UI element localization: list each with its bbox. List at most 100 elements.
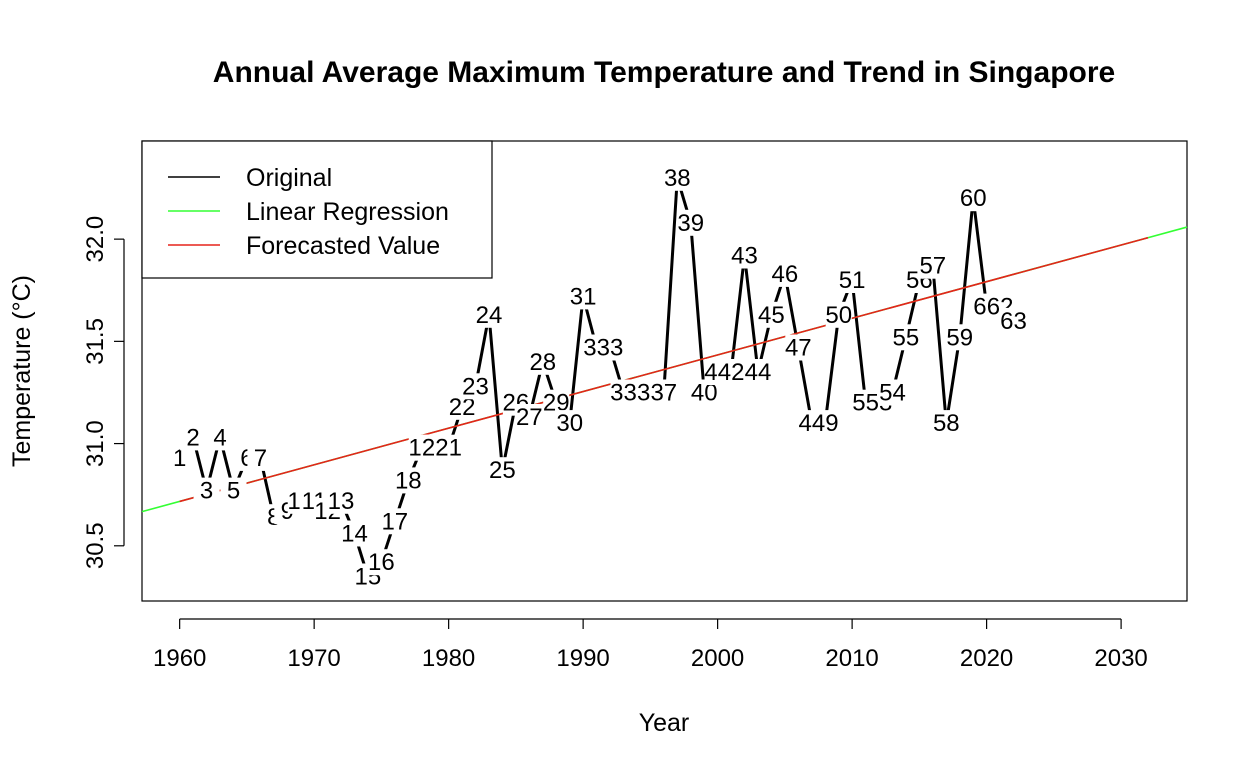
point-label-bg	[745, 359, 771, 385]
y-tick-label: 31.0	[82, 420, 109, 467]
point-label: 39	[677, 210, 704, 237]
point-label-bg	[825, 301, 852, 328]
y-axis: 30.5 31.0 31.5 32.0	[82, 216, 125, 569]
point-label: 7	[254, 445, 267, 472]
point-label: 60	[960, 185, 987, 212]
point-label: 57	[919, 253, 946, 280]
point-label: 49	[812, 410, 839, 437]
point-label-bg	[220, 477, 247, 504]
x-axis-title: Year	[639, 709, 690, 737]
point-label-bg	[341, 520, 368, 547]
point-label-bg	[381, 508, 408, 535]
point-label: 18	[395, 467, 422, 494]
point-label: 45	[758, 302, 785, 329]
point-label: 28	[529, 349, 556, 376]
point-label-bg	[556, 410, 583, 437]
point-label-bg	[247, 444, 274, 471]
point-label-bg	[946, 324, 973, 351]
point-label-bg	[731, 242, 758, 269]
x-tick-label: 2020	[960, 645, 1013, 672]
point-label-bg	[919, 252, 946, 279]
point-label: 1	[173, 445, 186, 472]
point-label-bg	[570, 283, 597, 310]
point-label: 59	[946, 324, 973, 351]
point-label: 4	[213, 424, 226, 451]
point-label-bg	[933, 410, 960, 437]
y-tick-label: 30.5	[82, 522, 109, 569]
point-label: 14	[341, 521, 368, 548]
point-label-bg	[368, 549, 395, 576]
point-label-bg	[193, 477, 220, 504]
point-label-bg	[1000, 307, 1027, 334]
x-tick-label: 1990	[556, 645, 609, 672]
x-tick-label: 2000	[691, 645, 744, 672]
point-label-bg	[207, 424, 233, 451]
x-tick-label: 1970	[287, 645, 340, 672]
point-label-bg	[785, 334, 812, 361]
plot-frame	[141, 140, 1188, 602]
legend: Original Linear Regression Forecasted Va…	[141, 140, 493, 279]
point-label-bg	[476, 301, 502, 328]
series-forecasted-value-line	[179, 236, 1149, 503]
point-label-bg	[597, 334, 623, 361]
point-label-bg	[328, 487, 354, 514]
point-label: 47	[785, 335, 812, 362]
x-tick-label: 2030	[1094, 645, 1147, 672]
legend-box	[141, 140, 493, 279]
point-label: 16	[368, 549, 395, 576]
point-label: 3	[200, 478, 213, 505]
point-label-bg	[529, 348, 556, 375]
point-label: 31	[570, 283, 597, 310]
point-label: 17	[381, 508, 408, 535]
point-label-bg	[879, 379, 906, 406]
point-label-bg	[516, 404, 543, 430]
point-label-bg	[718, 359, 745, 385]
legend-label-original: Original	[246, 164, 332, 192]
x-tick-label: 1980	[422, 645, 475, 672]
point-label-bg	[892, 324, 919, 351]
point-label: 38	[664, 165, 691, 192]
point-label-bg	[650, 379, 677, 406]
point-label-bg	[758, 301, 785, 328]
point-label: 44	[745, 359, 772, 386]
point-label-bg	[812, 410, 839, 437]
point-label: 30	[556, 410, 583, 437]
chart-title: Annual Average Maximum Temperature and T…	[213, 56, 1115, 89]
point-label-bg	[489, 457, 516, 484]
x-axis: 1960 1970 1980 1990 2000 2010 2020 2030	[153, 618, 1148, 672]
point-label: 46	[772, 261, 799, 288]
point-label-bg	[960, 185, 987, 212]
point-label: 63	[1000, 308, 1027, 335]
point-label: 5	[227, 478, 240, 505]
point-label: 13	[328, 488, 355, 515]
point-label-bg	[664, 164, 691, 191]
point-label: 43	[731, 243, 758, 270]
point-label: 25	[489, 457, 516, 484]
point-label: 50	[825, 302, 852, 329]
point-label: 42	[718, 359, 745, 386]
point-label: 24	[476, 302, 503, 329]
point-label-bg	[677, 209, 704, 236]
point-label-bg	[395, 467, 422, 494]
point-label: 51	[839, 267, 866, 294]
y-axis-title: Temperature (°C)	[8, 275, 36, 467]
y-tick-label: 31.5	[82, 318, 109, 365]
point-label: 37	[650, 380, 677, 407]
legend-label-linear-regression: Linear Regression	[246, 198, 449, 226]
point-label: 55	[893, 324, 920, 351]
point-label: 27	[516, 404, 543, 431]
point-label: 23	[462, 373, 489, 400]
point-label: 58	[933, 410, 960, 437]
x-tick-label: 1960	[153, 645, 206, 672]
point-label-bg	[435, 434, 462, 461]
point-label-bg	[839, 267, 866, 293]
point-label: 54	[879, 380, 906, 407]
legend-label-forecasted-value: Forecasted Value	[246, 232, 440, 260]
point-label: 2	[186, 424, 199, 451]
point-label: 21	[435, 435, 462, 462]
point-label-bg	[771, 260, 798, 287]
point-label-bg	[462, 373, 489, 400]
point-label: 33	[597, 335, 624, 362]
